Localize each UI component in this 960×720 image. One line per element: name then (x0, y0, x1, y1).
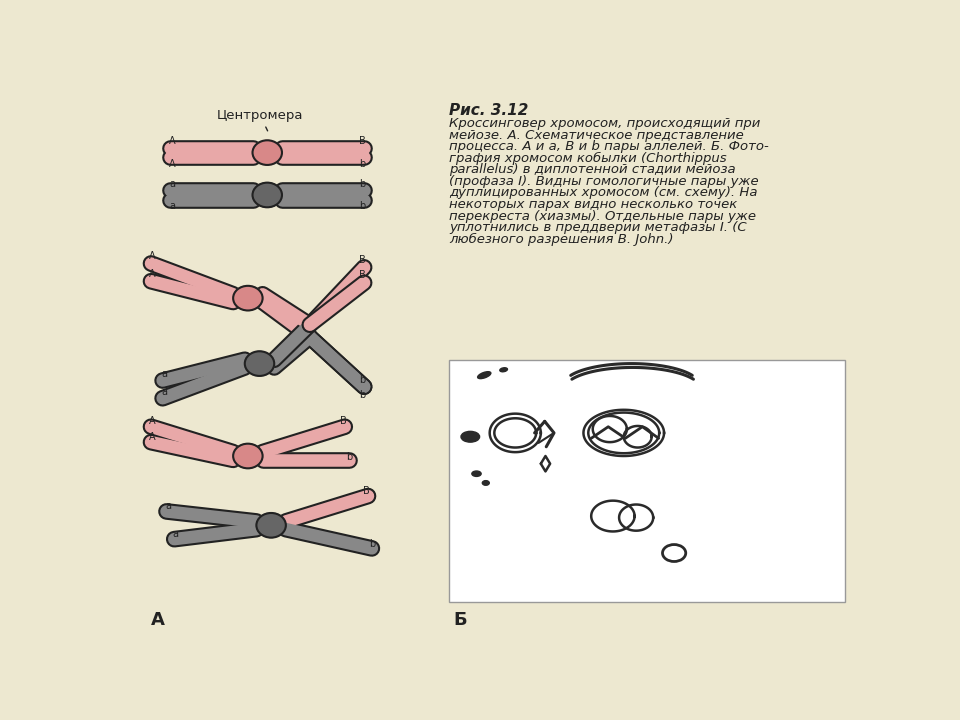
Text: a: a (173, 529, 179, 539)
Bar (449, 360, 845, 603)
Text: (профаза I). Видны гомологичные пары уже: (профаза I). Видны гомологичные пары уже (449, 175, 759, 188)
Text: A: A (149, 416, 156, 426)
Text: b: b (359, 375, 366, 385)
Text: Кроссинговер хромосом, происходящий при: Кроссинговер хромосом, происходящий при (449, 117, 760, 130)
Text: Б: Б (453, 611, 467, 629)
Text: a: a (161, 369, 167, 379)
Text: b: b (359, 179, 366, 189)
Text: B: B (359, 271, 366, 280)
Text: B: B (359, 255, 366, 265)
Text: любезного разрешения В. John.): любезного разрешения В. John.) (449, 233, 674, 246)
Text: B: B (359, 137, 366, 146)
Text: А: А (151, 611, 165, 629)
Ellipse shape (478, 372, 491, 379)
Text: процесса. А и а, В и b пары аллелей. Б. Фото-: процесса. А и а, В и b пары аллелей. Б. … (449, 140, 769, 153)
Text: A: A (169, 159, 176, 168)
Text: мейозе. А. Схематическое представление: мейозе. А. Схематическое представление (449, 129, 744, 142)
Text: a: a (165, 501, 171, 511)
Text: Центромера: Центромера (217, 109, 303, 131)
Text: b: b (359, 390, 366, 400)
Text: B: B (363, 486, 370, 496)
Text: a: a (161, 387, 167, 397)
Text: a: a (169, 179, 175, 189)
Text: A: A (149, 251, 156, 261)
Text: b: b (347, 452, 352, 462)
Text: b: b (370, 539, 375, 549)
Text: A: A (149, 269, 156, 279)
Text: b: b (359, 201, 366, 211)
Ellipse shape (482, 481, 490, 485)
Text: A: A (149, 432, 156, 442)
Ellipse shape (252, 140, 282, 165)
Text: parallelus) в диплотенной стадии мейоза: parallelus) в диплотенной стадии мейоза (449, 163, 736, 176)
Ellipse shape (472, 471, 481, 477)
Ellipse shape (233, 286, 263, 310)
Text: дуплицированных хромосом (см. схему). На: дуплицированных хромосом (см. схему). На (449, 186, 757, 199)
Ellipse shape (461, 431, 480, 442)
Ellipse shape (233, 444, 263, 468)
Text: перекреста (хиазмы). Отдельные пары уже: перекреста (хиазмы). Отдельные пары уже (449, 210, 756, 222)
Ellipse shape (245, 351, 275, 376)
Text: уплотнились в преддверии метафазы I. (С: уплотнились в преддверии метафазы I. (С (449, 221, 747, 234)
Text: Рис. 3.12: Рис. 3.12 (449, 104, 529, 118)
Text: A: A (169, 137, 176, 146)
Ellipse shape (256, 513, 286, 538)
Text: графия хромосом кобылки (Chorthippus: графия хромосом кобылки (Chorthippus (449, 152, 727, 165)
Text: некоторых парах видно несколько точек: некоторых парах видно несколько точек (449, 198, 737, 211)
Ellipse shape (252, 183, 282, 207)
Text: B: B (340, 416, 347, 426)
Text: a: a (169, 201, 175, 211)
Text: b: b (359, 159, 366, 168)
Ellipse shape (500, 368, 508, 372)
